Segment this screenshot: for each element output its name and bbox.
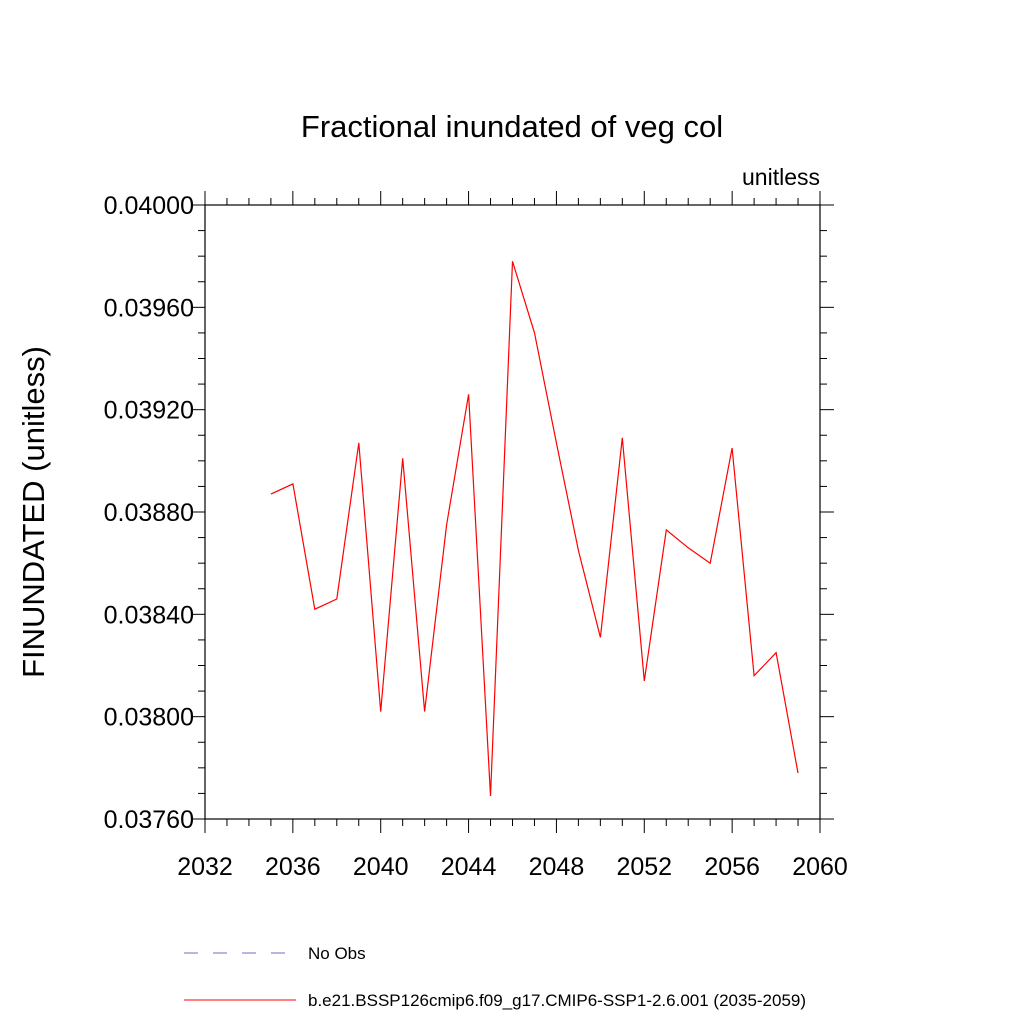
y-tick-label: 0.03840 — [104, 601, 194, 629]
y-tick-label: 0.03760 — [104, 806, 194, 834]
x-tick-label: 2040 — [353, 853, 409, 881]
legend-label: b.e21.BSSP126cmip6.f09_g17.CMIP6-SSP1-2.… — [308, 991, 806, 1010]
y-tick-label: 0.04000 — [104, 192, 194, 220]
x-tick-labels: 2032 2036 2040 2044 2048 2052 2056 2060 — [177, 853, 848, 881]
x-tick-label: 2032 — [177, 853, 233, 881]
x-tick-label: 2056 — [704, 853, 760, 881]
axis-ticks — [191, 191, 834, 833]
y-tick-label: 0.03880 — [104, 499, 194, 527]
chart-title: Fractional inundated of veg col — [301, 109, 723, 144]
units-label: unitless — [742, 164, 820, 190]
x-tick-label: 2036 — [265, 853, 321, 881]
x-tick-label: 2052 — [616, 853, 672, 881]
x-tick-label: 2044 — [441, 853, 497, 881]
x-tick-label: 2060 — [792, 853, 848, 881]
data-series — [270, 261, 799, 797]
x-tick-label: 2048 — [529, 853, 585, 881]
series-line — [270, 261, 799, 797]
y-axis-label: FINUNDATED (unitless) — [16, 346, 51, 678]
y-tick-labels: 0.03760 0.03800 0.03840 0.03880 0.03920 0.039… — [104, 192, 194, 834]
y-tick-label: 0.03920 — [104, 397, 194, 425]
plot-frame — [204, 204, 821, 820]
legend-label: No Obs — [308, 944, 366, 963]
legend: No Obs b.e21.BSSP126cmip6.f09_g17.CMIP6-S… — [184, 944, 806, 1010]
y-tick-label: 0.03960 — [104, 294, 194, 322]
y-tick-label: 0.03800 — [104, 704, 194, 732]
